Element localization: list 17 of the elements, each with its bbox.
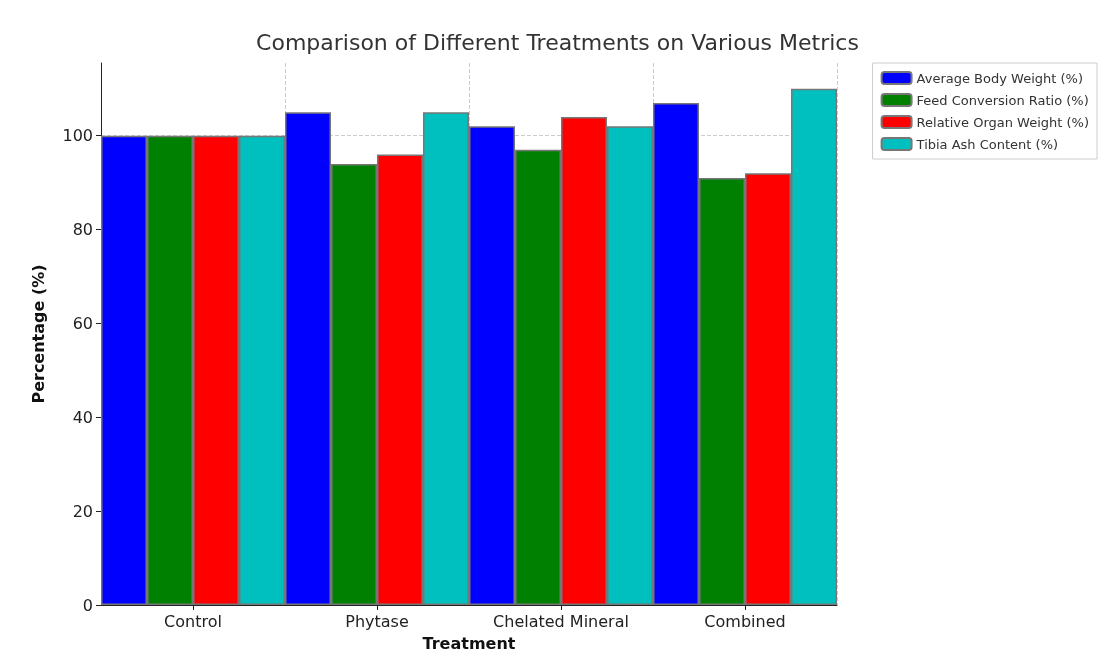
y-tick-label: 40 — [72, 407, 93, 427]
y-tick-label: 100 — [62, 126, 93, 146]
legend-label: Average Body Weight (%) — [916, 70, 1083, 86]
x-tick-label: Combined — [704, 611, 786, 631]
legend-label: Relative Organ Weight (%) — [916, 114, 1090, 130]
y-axis-title: Percentage (%) — [28, 264, 48, 404]
y-tick-label: 20 — [72, 501, 93, 521]
x-tick-label: Control — [164, 611, 222, 631]
legend-label: Feed Conversion Ratio (%) — [916, 92, 1089, 108]
y-tick-label: 0 — [82, 595, 93, 615]
x-axis-title: Treatment — [422, 633, 516, 653]
chart-title: Comparison of Different Treatments on Various Metrics — [256, 29, 859, 55]
x-tick-label: Phytase — [345, 611, 409, 631]
y-tick-label: 80 — [72, 220, 93, 240]
legend-label: Tibia Ash Content (%) — [915, 136, 1059, 152]
y-tick-label: 60 — [72, 313, 93, 333]
x-tick-label: Chelated Mineral — [493, 611, 629, 631]
